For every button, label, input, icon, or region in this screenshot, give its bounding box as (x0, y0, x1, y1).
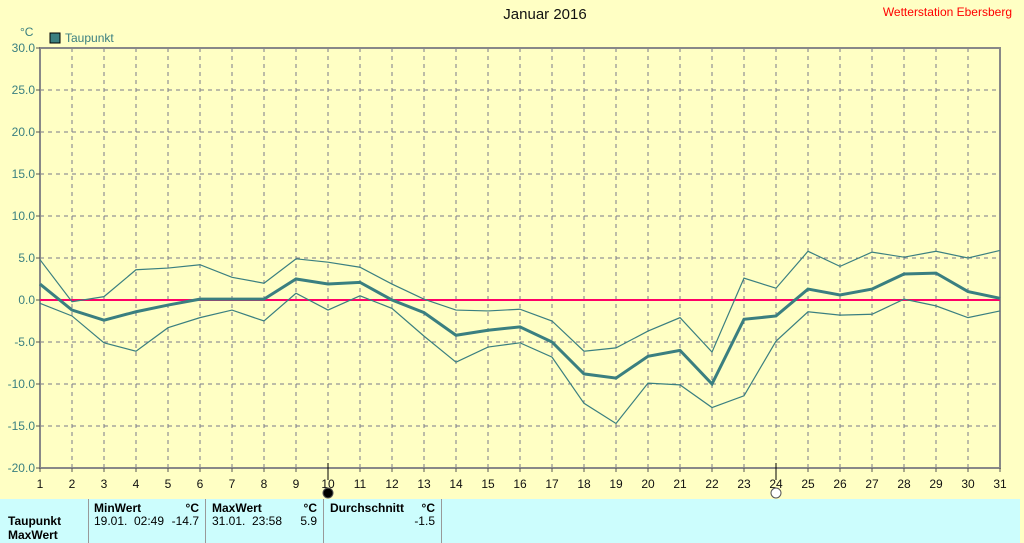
y-tick-label: -10.0 (8, 377, 36, 391)
legend-swatch (49, 32, 61, 44)
y-unit-label: °C (20, 25, 34, 39)
x-tick-label: 24 (769, 477, 783, 491)
x-tick-label: 23 (737, 477, 751, 491)
x-tick-label: 18 (577, 477, 591, 491)
x-tick-label: 4 (133, 477, 140, 491)
avg-header: Durchschnitt (330, 501, 405, 515)
x-tick-label: 19 (609, 477, 623, 491)
max-date: 31.01. (212, 514, 246, 528)
x-tick-label: 8 (261, 477, 268, 491)
y-tick-label: 30.0 (12, 41, 36, 55)
dewpoint-chart: °C Taupunkt 1 2 3 4 5 6 7 8 9 10 11 12 13 14 15 16 17 18 1… (8, 25, 1007, 499)
min-column: MinWert °C 19.01. 02:49 -14.7 (88, 499, 206, 543)
x-tick-label: 31 (993, 477, 1007, 491)
x-tick-label: 25 (801, 477, 815, 491)
x-tick-label: 5 (165, 477, 172, 491)
x-tick-label: 1 (37, 477, 44, 491)
y-tick-label: 10.0 (12, 209, 36, 223)
x-tick-label: 12 (385, 477, 399, 491)
row-label: Taupunkt (8, 514, 62, 528)
series-line-average (39, 271, 1001, 387)
x-tick-label: 21 (673, 477, 687, 491)
avg-column: Durchschnitt °C -1.5 (324, 499, 442, 543)
min-header: MinWert (94, 501, 142, 515)
max-header: MaxWert (212, 501, 262, 515)
min-date: 19.01. (94, 514, 128, 528)
max-value: 5.9 (300, 514, 317, 528)
station-name: Wetterstation Ebersberg (882, 5, 1012, 19)
row-label-column: Taupunkt MaxWert (0, 499, 89, 543)
avg-unit: °C (421, 501, 435, 515)
x-tick-label: 6 (197, 477, 204, 491)
x-tick-label: 29 (929, 477, 943, 491)
y-tick-label: 25.0 (12, 83, 36, 97)
y-tick-label: 5.0 (18, 251, 35, 265)
x-tick-label: 15 (481, 477, 495, 491)
min-value: -14.7 (171, 514, 199, 528)
y-tick-label: -20.0 (8, 461, 36, 475)
x-tick-label: 13 (417, 477, 431, 491)
stats-table: Taupunkt MaxWert MinWert °C 19.01. 02:49… (0, 499, 1020, 543)
x-tick-label: 3 (101, 477, 108, 491)
min-unit: °C (185, 501, 199, 515)
x-tick-label: 27 (865, 477, 879, 491)
full-moon-icon (770, 487, 782, 499)
next-row-label: MaxWert (8, 528, 58, 542)
x-tick-label: 30 (961, 477, 975, 491)
series-line-min (39, 292, 1001, 425)
x-tick-label: 7 (229, 477, 236, 491)
x-tick-label: 22 (705, 477, 719, 491)
x-tick-label: 26 (833, 477, 847, 491)
min-time: 02:49 (134, 514, 165, 528)
x-tick-label: 9 (293, 477, 300, 491)
x-tick-label: 16 (513, 477, 527, 491)
chart-title: Januar 2016 (503, 6, 587, 23)
x-tick-label: 20 (641, 477, 655, 491)
new-moon-icon (322, 487, 334, 499)
x-tick-label: 11 (354, 477, 367, 491)
y-tick-label: -5.0 (14, 335, 35, 349)
legend-label: Taupunkt (65, 31, 114, 45)
y-tick-label: 15.0 (12, 167, 36, 181)
max-time: 23:58 (252, 514, 283, 528)
series-line-max (39, 249, 1001, 354)
y-tick-label: -15.0 (8, 419, 36, 433)
x-tick-label: 2 (69, 477, 76, 491)
x-tick-label: 10 (321, 477, 335, 491)
max-column: MaxWert °C 31.01. 23:58 5.9 (206, 499, 324, 543)
y-tick-label: 20.0 (12, 125, 36, 139)
x-tick-label: 17 (545, 477, 559, 491)
max-unit: °C (303, 501, 317, 515)
avg-value: -1.5 (414, 514, 435, 528)
x-tick-label: 14 (449, 477, 463, 491)
x-tick-label: 28 (897, 477, 911, 491)
y-tick-label: 0.0 (18, 293, 35, 307)
